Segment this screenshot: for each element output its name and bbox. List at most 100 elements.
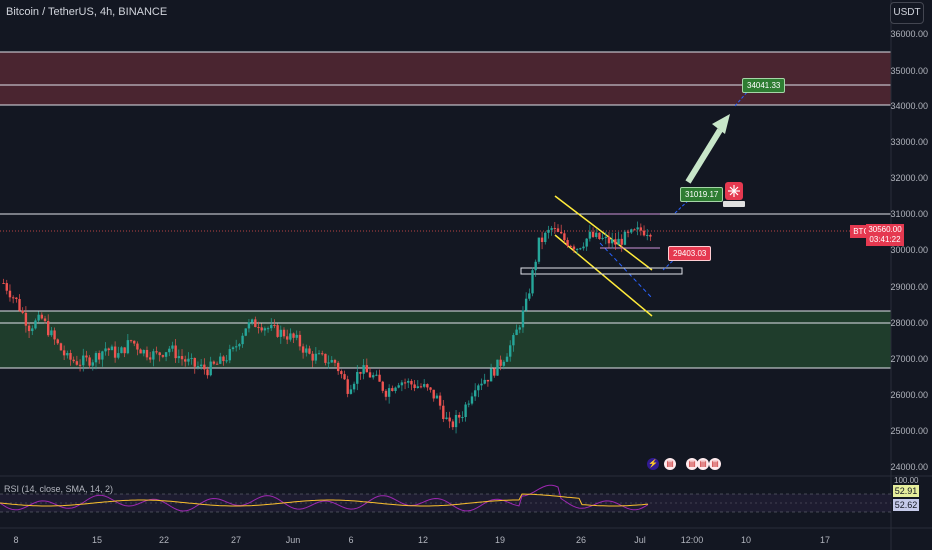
dividend-event-icon[interactable]: ⚡ — [647, 458, 659, 470]
candle-body — [489, 368, 493, 382]
candle-body — [566, 240, 569, 246]
time-tick: 10 — [740, 535, 752, 545]
candle-body — [215, 363, 219, 365]
candle-body — [298, 334, 302, 347]
candle-body — [180, 356, 184, 360]
us-event-icon-1[interactable]: ▤ — [664, 458, 676, 470]
candle-body — [158, 352, 161, 356]
price-tick: 32000.00 — [890, 173, 928, 183]
candle-body — [356, 371, 359, 384]
candle-body — [47, 321, 50, 336]
candle-body — [101, 351, 104, 360]
time-tick: 17 — [819, 535, 831, 545]
candle-body — [37, 314, 40, 321]
candle-body — [336, 362, 340, 372]
time-tick: 27 — [230, 535, 242, 545]
candle-body — [88, 357, 91, 366]
candle-body — [499, 359, 502, 366]
candle-body — [375, 374, 378, 376]
candle-body — [129, 340, 133, 342]
channel-lower-line — [554, 234, 653, 317]
candle-body — [553, 228, 557, 230]
candle-body — [305, 348, 308, 353]
candle-body — [234, 346, 238, 348]
candle-body — [575, 248, 579, 250]
candle-body — [620, 238, 623, 245]
channel-upper-line — [554, 195, 653, 271]
candle-body — [372, 375, 375, 378]
candle-body — [518, 327, 521, 330]
candle-body — [556, 228, 560, 232]
candle-body — [244, 328, 247, 336]
candle-body — [400, 382, 404, 386]
time-tick: 22 — [158, 535, 170, 545]
candle-body — [254, 319, 257, 328]
candle-body — [394, 387, 397, 391]
time-tick: 6 — [348, 535, 354, 545]
candle-body — [142, 349, 145, 354]
candle-body — [595, 232, 598, 237]
candle-body — [470, 396, 474, 404]
candle-body — [27, 325, 31, 332]
price-tick: 28000.00 — [890, 318, 928, 328]
price-tick: 31000.00 — [890, 209, 928, 219]
candle-body — [569, 245, 572, 247]
price-tick: 30000.00 — [890, 245, 928, 255]
candle-body — [607, 236, 611, 244]
currency-button[interactable]: USDT — [890, 2, 924, 24]
candle-body — [2, 282, 5, 284]
candle-body — [72, 359, 75, 362]
price-tick: 27000.00 — [890, 354, 928, 364]
candle-body — [266, 328, 270, 330]
candle-body — [126, 340, 130, 354]
candle-body — [225, 360, 228, 362]
candle-body — [18, 299, 21, 311]
candle-body — [458, 414, 461, 418]
support-zone — [0, 311, 891, 368]
symbol-title[interactable]: Bitcoin / TetherUS, 4h, BINANCE — [6, 6, 168, 18]
rsi-line — [0, 484, 649, 512]
time-tick: 12 — [417, 535, 429, 545]
candle-body — [330, 360, 333, 363]
candle-body — [228, 349, 232, 361]
candle-body — [333, 360, 337, 363]
candle-body — [378, 374, 381, 382]
rsi-title[interactable]: RSI (14, close, SMA, 14, 2) — [4, 484, 114, 494]
candle-body — [633, 229, 636, 231]
candle-body — [314, 353, 318, 361]
us-event-icon-3[interactable]: ▤ — [697, 458, 709, 470]
alarm-icon[interactable] — [723, 180, 745, 208]
candle-body — [94, 353, 98, 363]
candle-body — [591, 231, 595, 237]
candle-body — [113, 346, 117, 358]
candle-body — [203, 364, 206, 370]
candle-body — [241, 335, 244, 345]
candle-body — [480, 383, 483, 386]
candle-body — [174, 345, 177, 359]
candles — [2, 221, 652, 434]
candle-body — [397, 385, 400, 388]
candle-body — [391, 388, 394, 391]
candle-body — [521, 310, 525, 328]
candle-body — [636, 227, 639, 230]
us-event-icon-2[interactable]: ▤ — [686, 458, 698, 470]
candle-body — [477, 385, 480, 391]
candle-body — [34, 320, 37, 329]
upper-price-label: 31019.17 — [680, 187, 724, 202]
candle-body — [435, 395, 439, 399]
candle-body — [123, 347, 126, 354]
candle-body — [410, 380, 413, 385]
candle-body — [588, 231, 592, 239]
candle-body — [43, 318, 47, 322]
candle-body — [515, 329, 518, 336]
channel-projection-line — [599, 242, 653, 299]
candle-body — [82, 355, 85, 366]
candle-body — [528, 293, 531, 299]
candle-body — [250, 319, 254, 323]
price-tick: 35000.00 — [890, 66, 928, 76]
candle-body — [461, 417, 464, 419]
candle-body — [212, 361, 216, 364]
us-event-icon-4[interactable]: ▤ — [709, 458, 721, 470]
candle-body — [164, 352, 168, 357]
